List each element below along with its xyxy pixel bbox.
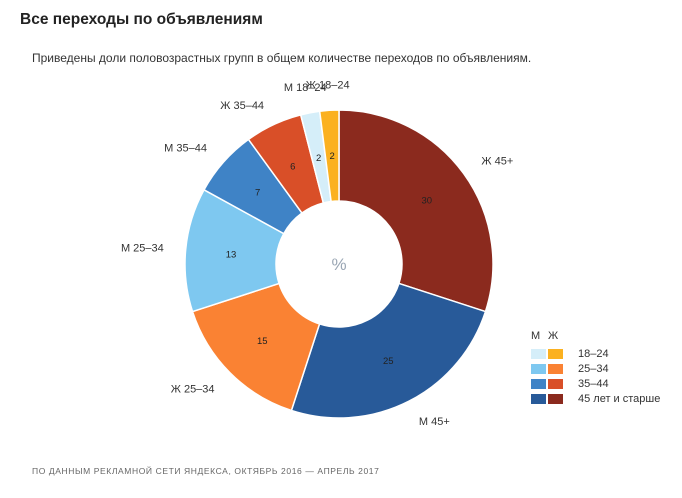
legend-item: 25–34 — [531, 361, 660, 376]
slice-value-label: 15 — [257, 336, 268, 347]
donut-slice — [338, 109, 494, 313]
legend-header-m: М — [531, 330, 541, 342]
legend-item: 18–24 — [531, 346, 660, 361]
legend-label: 18–24 — [578, 347, 609, 360]
legend-swatch-male — [531, 348, 546, 359]
source-note: По данным рекламной сети Яндекса, октябр… — [32, 466, 380, 476]
legend-item: 35–44 — [531, 376, 660, 391]
slice-value-label: 30 — [421, 196, 432, 207]
slice-value-label: 7 — [255, 188, 260, 199]
slice-category-label: М 45+ — [419, 416, 450, 428]
legend-header-f: Ж — [548, 330, 559, 342]
donut-chart: 30 Ж 45+ 25 М 45+ 15 Ж 25–34 13 М 25–34 7 М 35–44… — [121, 79, 513, 428]
legend-swatch-female — [548, 378, 563, 389]
donut-slice — [191, 282, 321, 412]
slice-category-label: Ж 45+ — [481, 156, 513, 168]
center-unit-label: % — [331, 255, 346, 274]
slice-value-label: 2 — [330, 151, 335, 162]
legend-item: 45 лет и старше — [531, 391, 660, 406]
slice-category-label: М 18–24 — [284, 82, 327, 94]
chart-subtitle: Приведены доли половозрастных групп в об… — [32, 51, 532, 65]
slice-category-label: Ж 25–34 — [171, 383, 215, 395]
slice-category-label: М 25–34 — [121, 242, 164, 254]
slice-value-label: 13 — [226, 249, 237, 260]
legend-label: 35–44 — [578, 377, 609, 390]
slice-value-label: 6 — [290, 161, 295, 172]
slice-category-label: Ж 35–44 — [220, 100, 264, 112]
legend-header: М Ж — [531, 330, 660, 342]
legend-label: 25–34 — [578, 362, 609, 375]
chart-legend: М Ж 18–24 25–34 35–44 45 лет и старше — [531, 330, 660, 406]
slice-value-label: 25 — [383, 356, 394, 367]
legend-swatch-male — [531, 393, 546, 404]
legend-swatch-male — [531, 378, 546, 389]
legend-swatch-male — [531, 363, 546, 374]
legend-swatch-female — [548, 393, 563, 404]
legend-swatch-female — [548, 348, 563, 359]
legend-swatch-female — [548, 363, 563, 374]
donut-slice — [318, 109, 340, 203]
donut-slice — [290, 282, 487, 419]
page-title: Все переходы по объявлениям — [20, 11, 263, 28]
slice-category-label: М 35–44 — [164, 143, 207, 155]
slice-value-label: 2 — [316, 153, 321, 164]
legend-label: 45 лет и старше — [578, 392, 661, 405]
slice-category-label: Ж 18–24 — [306, 79, 350, 91]
